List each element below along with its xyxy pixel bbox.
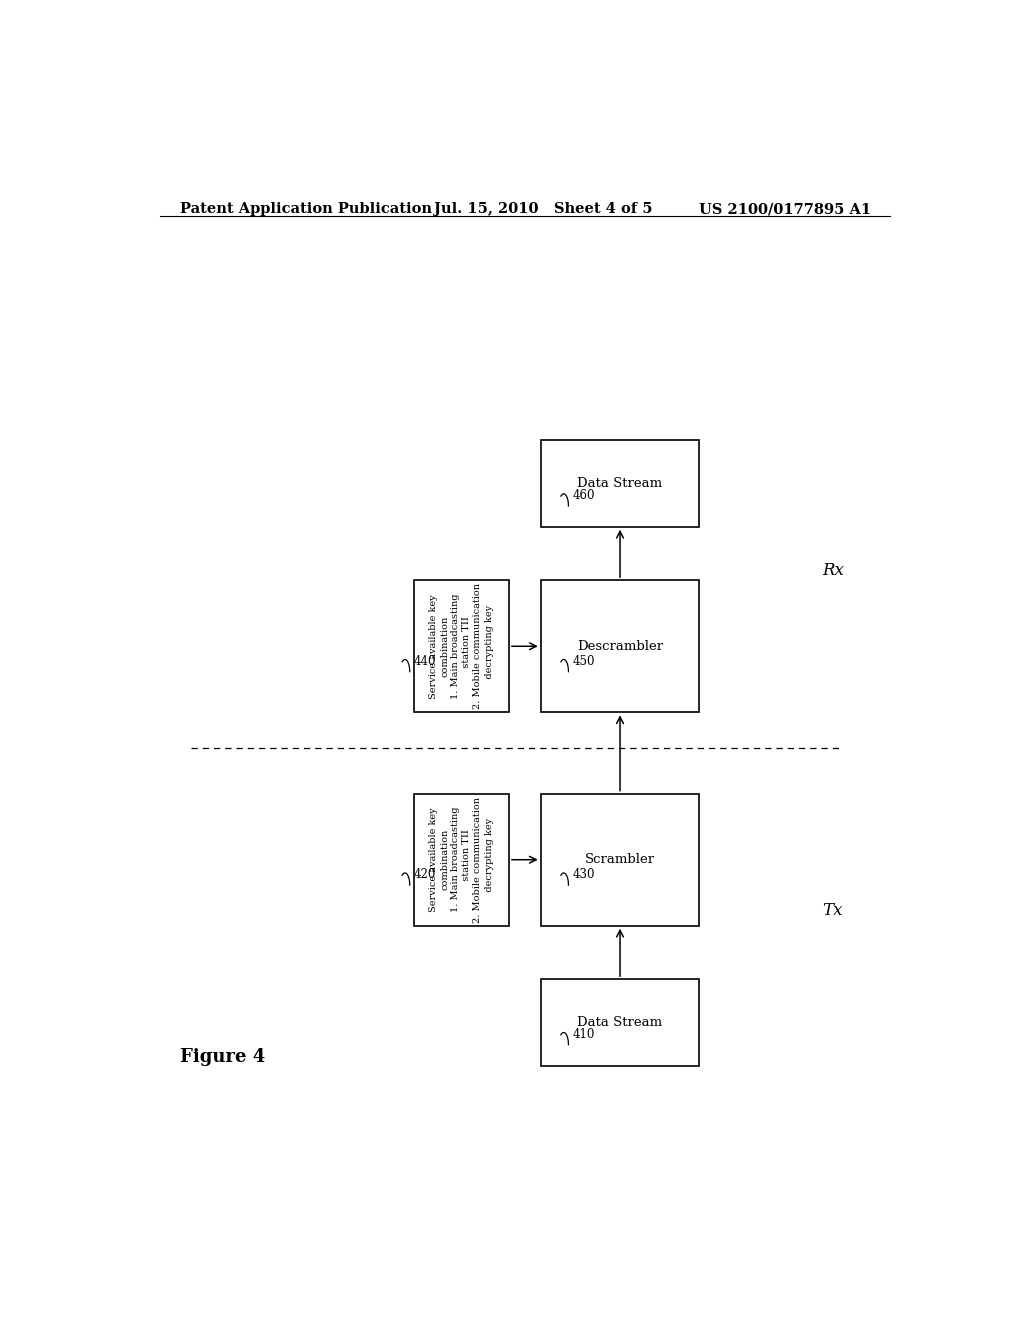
Text: 410: 410 xyxy=(572,1028,595,1041)
Bar xyxy=(541,793,699,925)
Text: Figure 4: Figure 4 xyxy=(179,1048,265,1065)
Text: Descrambler: Descrambler xyxy=(577,640,664,653)
Bar xyxy=(541,581,699,713)
Text: Patent Application Publication: Patent Application Publication xyxy=(179,202,431,216)
Text: Tx: Tx xyxy=(822,902,843,919)
Text: Service available key
combination
1. Main broadcasting
   station TII
2. Mobile : Service available key combination 1. Mai… xyxy=(429,583,494,709)
Bar xyxy=(414,793,509,925)
Text: US 2100/0177895 A1: US 2100/0177895 A1 xyxy=(699,202,871,216)
Text: Data Stream: Data Stream xyxy=(578,1016,663,1028)
Text: Jul. 15, 2010   Sheet 4 of 5: Jul. 15, 2010 Sheet 4 of 5 xyxy=(433,202,652,216)
Text: Rx: Rx xyxy=(822,561,844,578)
Text: Data Stream: Data Stream xyxy=(578,477,663,490)
Text: 420: 420 xyxy=(414,869,436,882)
Text: 440: 440 xyxy=(414,655,436,668)
Bar xyxy=(414,581,509,713)
Bar xyxy=(541,441,699,527)
Text: 460: 460 xyxy=(572,490,595,503)
Bar xyxy=(541,979,699,1065)
Text: Scrambler: Scrambler xyxy=(585,853,655,866)
Text: 450: 450 xyxy=(572,655,595,668)
Text: Service available key
combination
1. Main broadcasting
   station TII
2. Mobile : Service available key combination 1. Mai… xyxy=(429,797,494,923)
Text: 430: 430 xyxy=(572,869,595,882)
